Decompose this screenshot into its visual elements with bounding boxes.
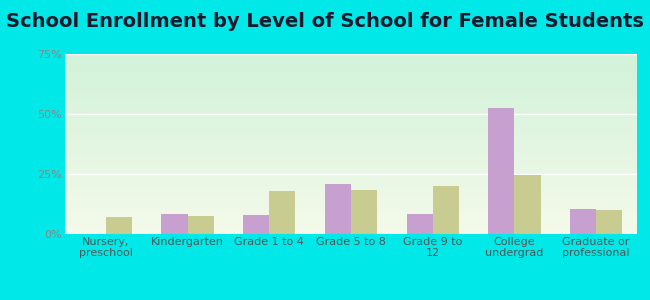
Text: School Enrollment by Level of School for Female Students: School Enrollment by Level of School for… [6, 12, 644, 31]
Bar [514, 175, 541, 234]
Bar [243, 215, 269, 234]
Bar [433, 186, 459, 234]
Bar [325, 184, 351, 234]
Bar [488, 108, 514, 234]
Bar [188, 216, 214, 234]
Bar [596, 210, 622, 234]
Bar [161, 214, 188, 234]
Bar [106, 217, 132, 234]
Bar [351, 190, 377, 234]
Bar [269, 191, 296, 234]
Bar [570, 209, 596, 234]
Bar [406, 214, 433, 234]
